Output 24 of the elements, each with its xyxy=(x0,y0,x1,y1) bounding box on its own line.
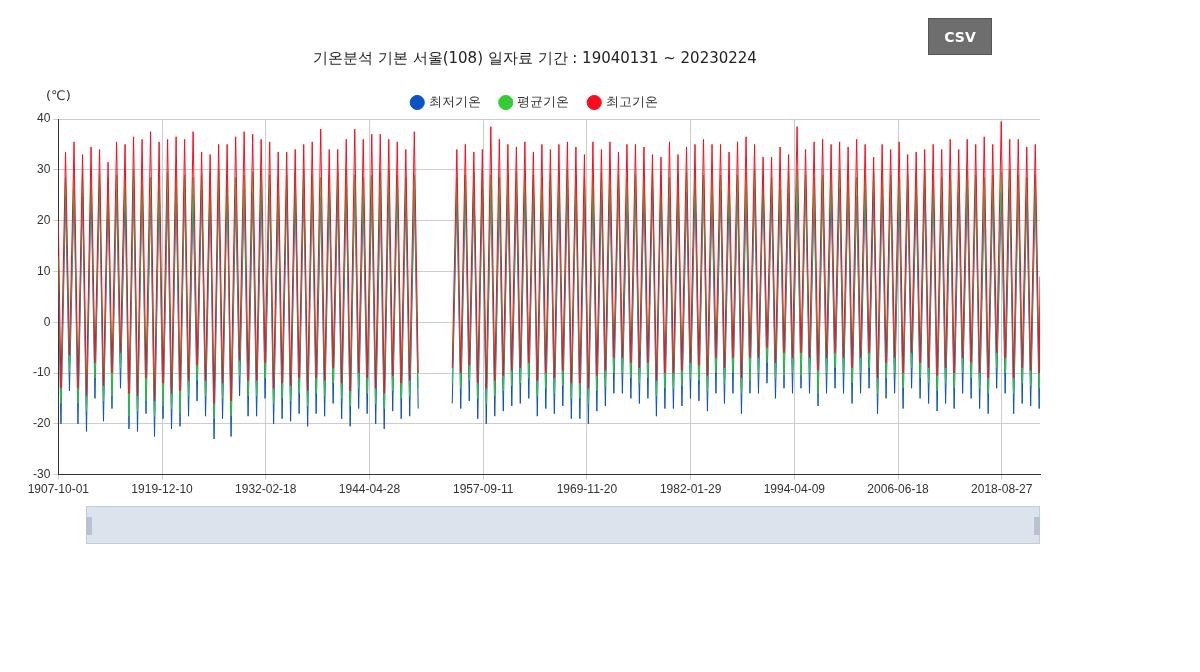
legend-label: 최고기온 xyxy=(605,93,658,109)
x-tick-label: 1982-01-29 xyxy=(659,482,722,497)
x-tick-label: 1907-10-01 xyxy=(27,482,90,497)
y-tick-label: 10 xyxy=(36,263,51,278)
x-tick-label: 1944-04-28 xyxy=(338,482,401,497)
y-tick-label: 40 xyxy=(36,111,51,126)
x-tick-label: 2006-06-18 xyxy=(867,482,930,497)
y-tick-label: -30 xyxy=(33,466,51,481)
x-tick-label: 1969-11-20 xyxy=(556,482,618,497)
x-tick-label: 1957-09-11 xyxy=(452,482,514,497)
y-tick-label: 20 xyxy=(36,212,51,227)
legend-label: 평균기온 xyxy=(517,93,570,109)
x-tick-label: 1919-12-10 xyxy=(131,482,194,497)
y-tick-label: -20 xyxy=(33,416,51,431)
text: CSV xyxy=(928,18,992,55)
chart-title: 기온분석 기본 서울(108) 일자료 기간 : 19040131 ~ 20230224 xyxy=(313,48,757,67)
x-tick-label: 2018-08-27 xyxy=(971,482,1033,497)
y-axis-title: (℃) xyxy=(45,88,71,104)
legend-label: 최저기온 xyxy=(428,93,481,109)
y-tick-label: 0 xyxy=(43,314,51,329)
x-tick-label: 1932-02-18 xyxy=(235,482,297,497)
x-tick-label: 1994-04-09 xyxy=(763,482,826,497)
y-tick-label: -10 xyxy=(33,365,51,380)
y-tick-label: 30 xyxy=(36,162,51,177)
